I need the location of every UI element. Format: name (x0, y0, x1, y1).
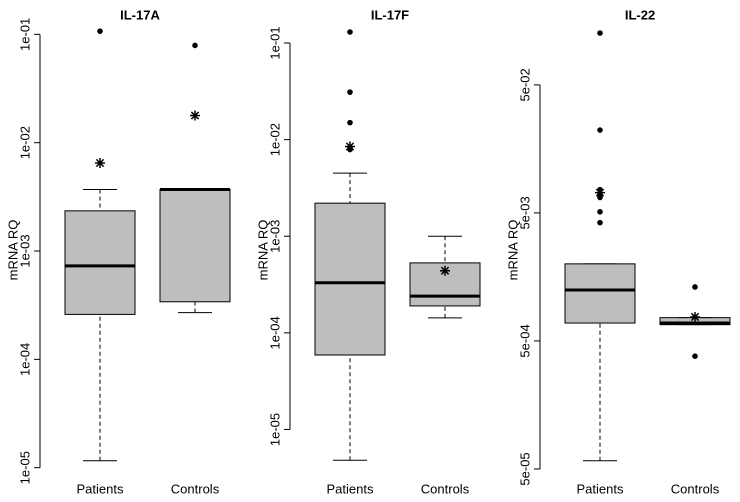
y-tick-label: 1e-04 (17, 343, 32, 376)
outlier (347, 89, 353, 95)
y-tick-label: 1e-05 (17, 451, 32, 484)
box (564, 263, 636, 324)
x-tick-label: Patients (577, 481, 624, 496)
outlier (347, 119, 353, 126)
outlier (597, 127, 603, 133)
x-tick-label: Controls (171, 481, 220, 496)
y-axis-label: mRNA RQ (255, 220, 270, 281)
y-tick-label: 1e-02 (267, 123, 282, 156)
x-tick-label: Patients (77, 481, 124, 496)
outlier (597, 219, 603, 226)
y-tick-label: 1e-03 (267, 220, 282, 253)
box (314, 202, 386, 356)
x-tick-label: Patients (327, 481, 374, 496)
x-tick-label: Controls (421, 481, 470, 496)
mean-marker (345, 141, 355, 152)
y-tick-label: 1e-01 (267, 26, 282, 59)
x-tick-label: Controls (671, 481, 720, 496)
y-tick-label: 1e-02 (17, 126, 32, 159)
mean-marker (190, 110, 200, 121)
y-axis-label: mRNA RQ (5, 220, 20, 281)
outlier (692, 353, 698, 360)
mean-marker (95, 157, 105, 168)
box (409, 262, 481, 307)
y-tick-label: 5e-03 (517, 196, 532, 229)
mean-marker (595, 187, 605, 198)
y-tick-label: 1e-03 (17, 234, 32, 267)
chart-title: IL-22 (625, 7, 655, 22)
chart-title: IL-17A (120, 7, 160, 22)
box (159, 188, 231, 303)
y-tick-label: 1e-05 (267, 413, 282, 446)
chart-title: IL-17F (371, 7, 409, 22)
y-tick-label: 5e-04 (517, 324, 532, 357)
box (64, 210, 136, 315)
outlier (692, 284, 698, 290)
outlier (347, 29, 353, 35)
outlier (192, 42, 198, 49)
y-tick-label: 1e-04 (267, 316, 282, 349)
y-tick-label: 1e-01 (17, 18, 32, 51)
mean-marker (690, 311, 700, 322)
mean-marker (440, 265, 450, 276)
outlier (97, 28, 103, 34)
y-axis-label: mRNA RQ (505, 220, 520, 281)
y-tick-label: 5e-02 (517, 68, 532, 101)
outlier (597, 209, 603, 215)
outlier (597, 30, 603, 36)
y-tick-label: 5e-05 (517, 452, 532, 485)
